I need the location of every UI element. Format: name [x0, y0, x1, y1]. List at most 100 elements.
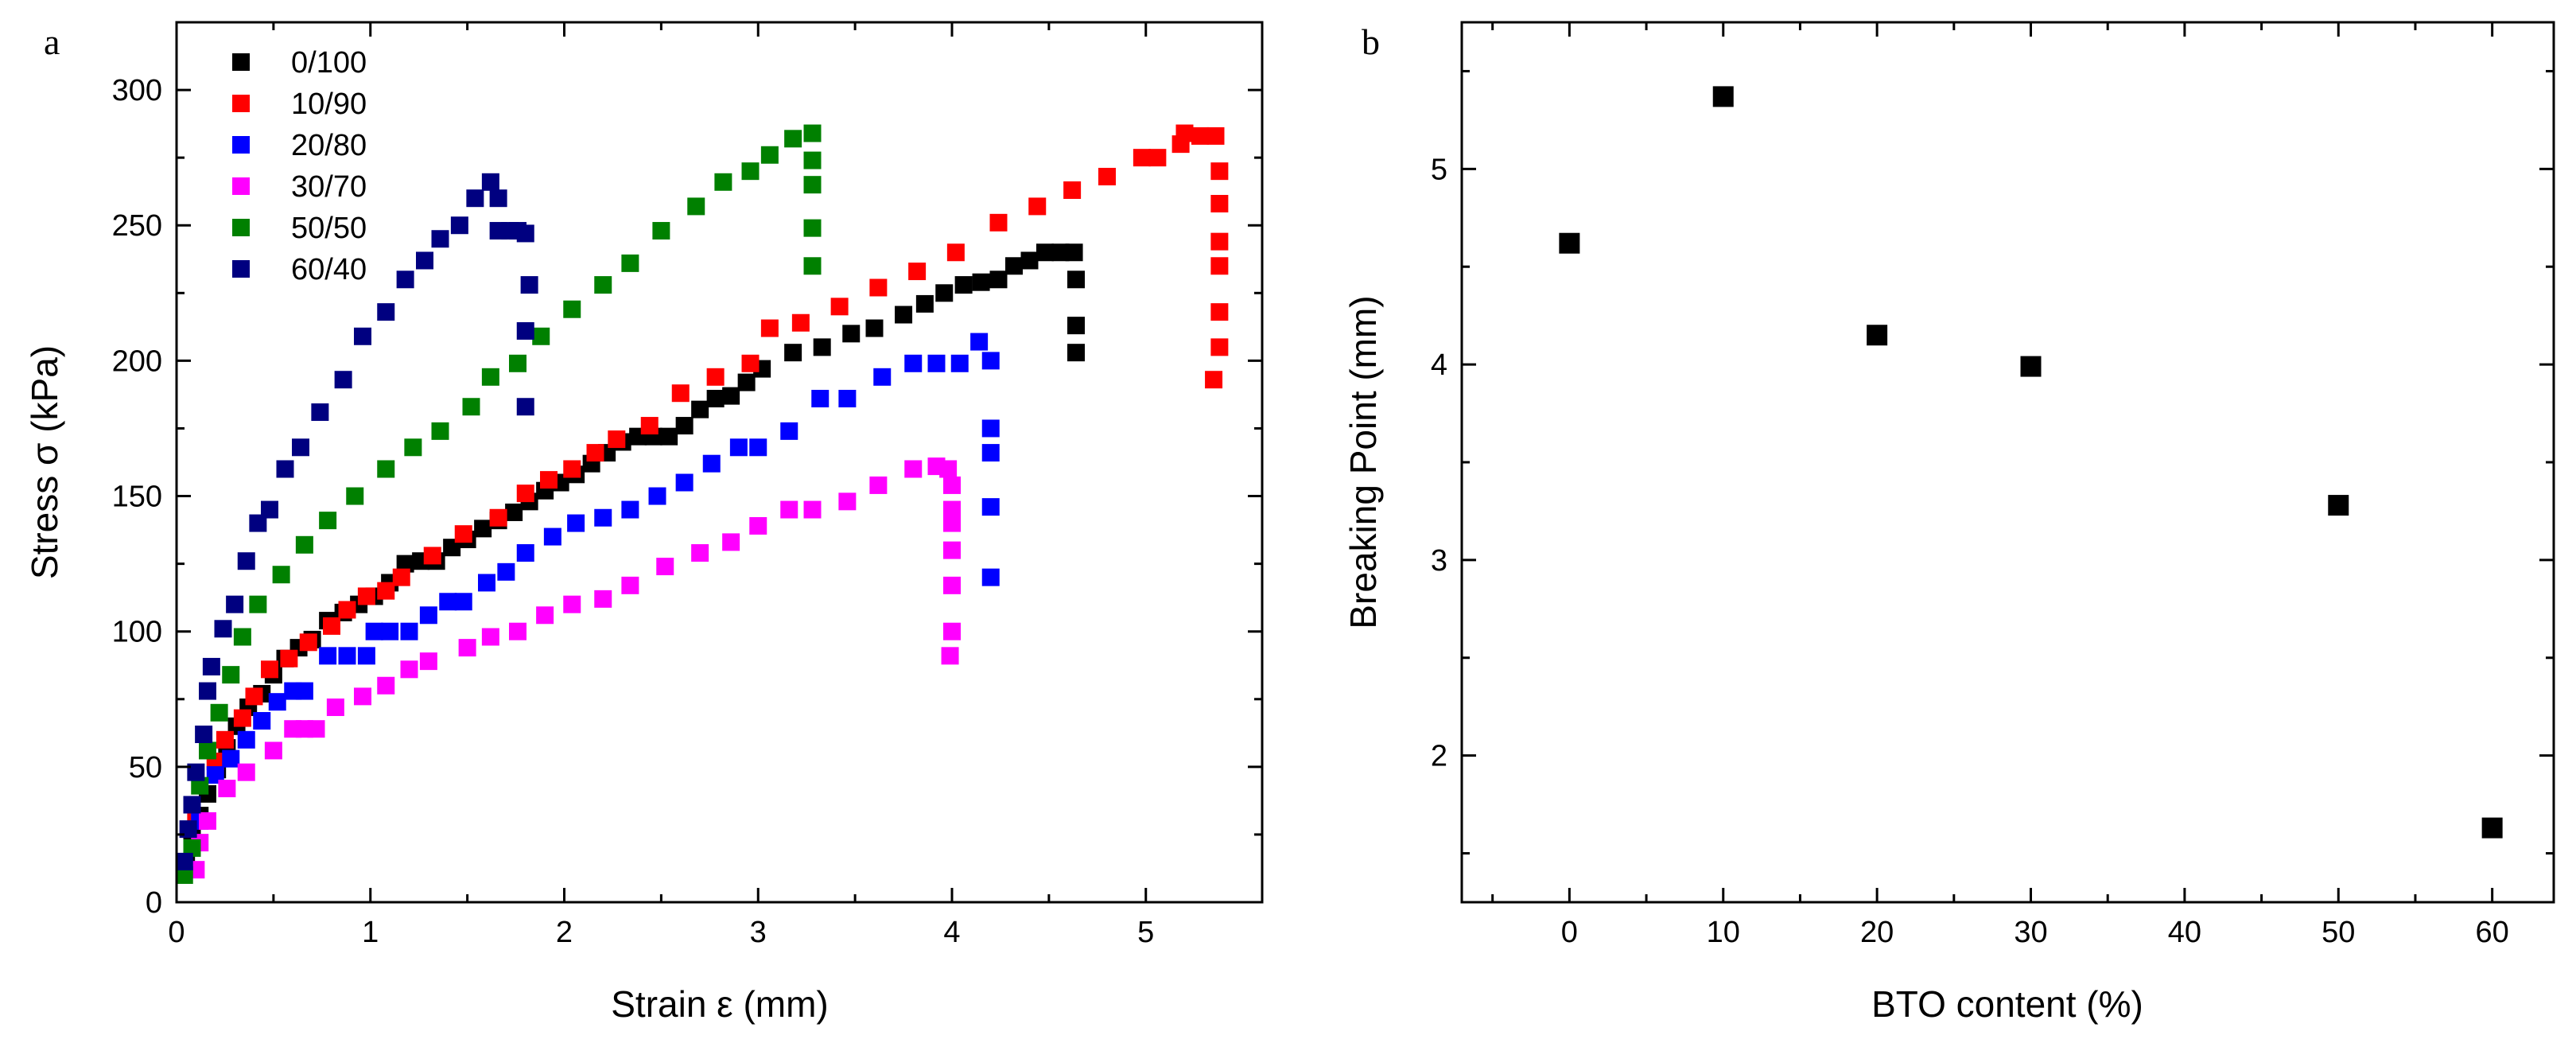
data-point — [307, 720, 325, 738]
data-point — [272, 566, 290, 584]
y-tick-label: 2 — [1431, 740, 1447, 773]
data-point — [873, 368, 892, 386]
data-point — [780, 422, 798, 440]
x-tick-label: 60 — [2476, 916, 2509, 949]
legend-marker — [232, 53, 250, 71]
panel-label-b: b — [1362, 21, 1380, 62]
data-point — [1065, 243, 1083, 262]
data-point — [830, 298, 849, 316]
data-point — [222, 749, 240, 768]
data-point — [280, 649, 298, 668]
data-point — [1210, 338, 1229, 356]
data-point — [675, 473, 694, 492]
data-point — [187, 763, 205, 781]
x-tick-label: 3 — [750, 916, 767, 949]
data-point — [497, 562, 515, 581]
data-point — [1020, 251, 1039, 270]
data-point — [838, 492, 857, 511]
data-point — [908, 263, 927, 281]
data-point — [869, 278, 888, 297]
data-point — [396, 555, 414, 573]
data-point — [621, 500, 639, 519]
data-point — [404, 438, 422, 457]
plot-frame-b — [1460, 21, 2555, 904]
data-point — [392, 568, 410, 586]
y-tick-label: 100 — [112, 616, 162, 649]
data-point — [338, 647, 356, 665]
legend: 0/100 10/90 20/80 30/70 50/50 60/40 — [232, 46, 367, 286]
data-point — [509, 622, 526, 640]
data-point — [474, 520, 492, 538]
data-point — [943, 500, 961, 519]
data-point — [563, 460, 581, 478]
data-point — [1712, 86, 1734, 107]
y-tick-label: 200 — [112, 344, 162, 378]
data-point — [454, 525, 472, 543]
data-point — [381, 622, 399, 640]
x-tick-label: 40 — [2168, 916, 2201, 949]
data-point — [357, 587, 375, 605]
data-point — [249, 514, 267, 532]
data-point — [206, 766, 224, 784]
x-tick-label: 10 — [1707, 916, 1740, 949]
data-point — [749, 516, 767, 535]
data-point — [249, 595, 267, 613]
data-point — [505, 503, 523, 521]
data-point — [326, 698, 344, 716]
data-point — [489, 189, 507, 208]
data-point — [935, 284, 954, 302]
x-tick-label: 20 — [1860, 916, 1894, 949]
data-point — [691, 544, 709, 562]
data-point — [648, 487, 666, 505]
y-axis-title-a: Stress σ (kPa) — [24, 345, 65, 579]
data-point — [760, 319, 779, 337]
data-point — [199, 741, 216, 760]
x-tick-label: 0 — [168, 916, 185, 949]
data-point — [536, 606, 554, 625]
data-point — [540, 471, 558, 489]
data-point — [811, 390, 830, 408]
data-point — [2481, 817, 2503, 839]
data-point — [784, 130, 802, 148]
data-point — [462, 398, 480, 416]
data-point — [1028, 197, 1047, 216]
data-point — [299, 633, 317, 652]
data-point — [431, 230, 449, 248]
data-point — [972, 273, 990, 291]
data-point — [237, 763, 255, 781]
y-tick-label: 250 — [112, 209, 162, 243]
data-point — [183, 839, 201, 857]
data-point — [202, 657, 220, 675]
data-point — [1867, 325, 1888, 346]
data-point — [563, 300, 581, 318]
data-point — [970, 333, 989, 351]
data-point — [191, 776, 209, 795]
legend-marker — [232, 136, 250, 154]
data-point — [803, 219, 822, 237]
data-point — [268, 693, 286, 711]
data-point — [516, 544, 534, 562]
data-point — [175, 852, 193, 870]
y-tick-label: 300 — [112, 74, 162, 107]
data-point — [691, 400, 709, 418]
data-point — [516, 485, 534, 503]
data-point — [443, 539, 461, 557]
legend-label: 10/90 — [291, 88, 367, 121]
plot-frame-a — [175, 21, 1264, 904]
data-point — [865, 319, 884, 337]
legend-marker — [232, 260, 250, 278]
data-point — [276, 460, 294, 478]
y-tick-label: 5 — [1431, 153, 1447, 186]
x-tick-label: 0 — [1561, 916, 1578, 949]
data-point — [784, 344, 802, 362]
data-point — [989, 271, 1008, 289]
legend-marker — [232, 219, 250, 236]
data-point — [226, 595, 244, 613]
data-point — [943, 576, 961, 594]
data-point — [803, 500, 822, 519]
data-point — [941, 647, 959, 665]
data-point — [400, 622, 418, 640]
data-point — [245, 687, 263, 706]
